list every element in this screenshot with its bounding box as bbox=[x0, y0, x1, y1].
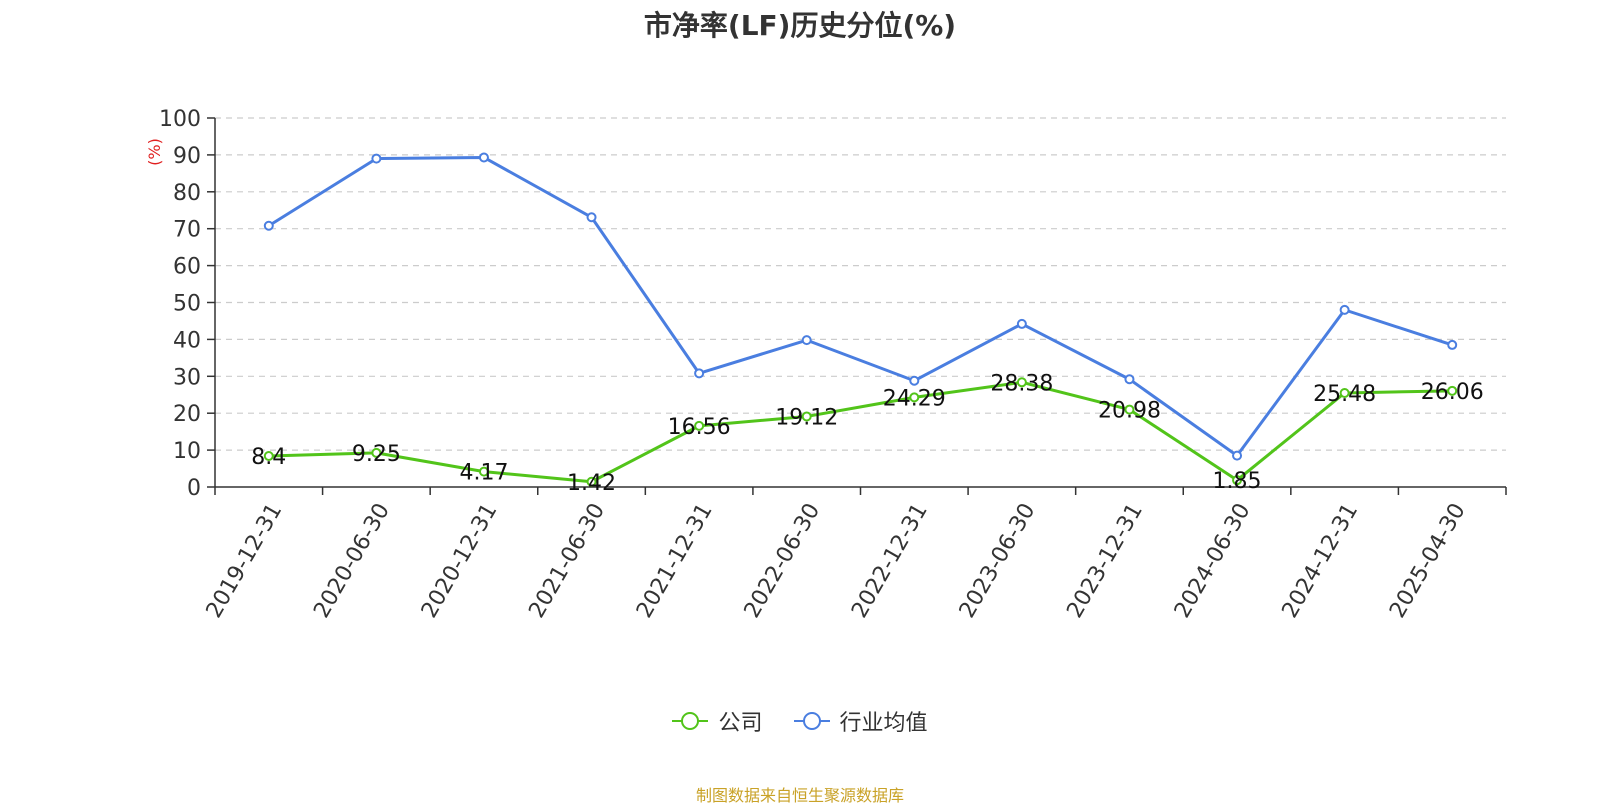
x-tick-label-2023-12-31: 2023-12-31 bbox=[1062, 499, 1148, 622]
point-s0-3 bbox=[586, 476, 597, 487]
data-label-9: 1.85 bbox=[1213, 469, 1262, 494]
y-tick-label-90: 90 bbox=[173, 144, 201, 169]
data-label-4: 16.56 bbox=[668, 415, 731, 440]
legend-item-company[interactable]: 公司 bbox=[672, 705, 763, 737]
point-s1-5 bbox=[801, 335, 812, 346]
legend-industry-line-icon bbox=[793, 712, 830, 730]
point-s0-2 bbox=[478, 466, 489, 477]
y-tick-label-30: 30 bbox=[173, 365, 201, 390]
data-labels: 8.4 9.25 4.17 1.42 16.56 19.12 24.29 28.38 20.98… bbox=[251, 371, 1483, 495]
legend-label-industry-average: 行业均值 bbox=[839, 711, 928, 736]
x-tick-label-2023-06-30: 2023-06-30 bbox=[955, 499, 1041, 622]
x-tick-label-2024-06-30: 2024-06-30 bbox=[1170, 499, 1256, 622]
point-s1-4 bbox=[694, 368, 705, 379]
point-s0-5 bbox=[801, 411, 812, 422]
data-label-1: 9.25 bbox=[352, 442, 401, 467]
point-s0-7 bbox=[1016, 377, 1027, 388]
point-s1-10 bbox=[1339, 304, 1350, 315]
point-s1-1 bbox=[371, 153, 382, 164]
point-s0-0 bbox=[263, 451, 274, 462]
data-label-5: 19.12 bbox=[775, 405, 838, 430]
point-s1-9 bbox=[1232, 450, 1243, 461]
y-tick-label-60: 60 bbox=[173, 255, 201, 280]
x-tick-label-2020-12-31: 2020-12-31 bbox=[417, 499, 503, 622]
y-tick-label-80: 80 bbox=[173, 181, 201, 206]
legend-label-company: 公司 bbox=[718, 711, 763, 736]
point-s1-11 bbox=[1447, 339, 1458, 350]
series-line-1 bbox=[267, 155, 1453, 458]
y-tick-label-100: 100 bbox=[159, 107, 201, 132]
legend-company-line-icon bbox=[672, 712, 709, 730]
point-s0-4 bbox=[694, 420, 705, 431]
x-tick-label-2025-04-30: 2025-04-30 bbox=[1385, 499, 1471, 622]
data-label-6: 24.29 bbox=[883, 386, 946, 411]
point-s1-2 bbox=[478, 152, 489, 163]
y-tick-label-40: 40 bbox=[173, 328, 201, 353]
series-line-0 bbox=[268, 380, 1453, 484]
data-label-3: 1.42 bbox=[567, 471, 616, 496]
point-s1-8 bbox=[1124, 374, 1135, 385]
series bbox=[263, 152, 1458, 487]
point-s0-10 bbox=[1339, 387, 1350, 398]
y-tick-label-50: 50 bbox=[173, 292, 201, 317]
point-s0-8 bbox=[1124, 404, 1135, 415]
y-axis-label: (%) bbox=[145, 138, 164, 166]
data-label-10: 25.48 bbox=[1313, 382, 1376, 407]
data-label-11: 26.06 bbox=[1421, 380, 1484, 405]
data-label-0: 8.4 bbox=[251, 445, 286, 470]
legend-item-industry-average[interactable]: 行业均值 bbox=[793, 705, 928, 737]
x-tick-label-2021-12-31: 2021-12-31 bbox=[632, 499, 718, 622]
data-label-2: 4.17 bbox=[459, 461, 508, 486]
x-tick-label-2021-06-30: 2021-06-30 bbox=[524, 499, 610, 622]
x-tick-label-2022-06-30: 2022-06-30 bbox=[740, 499, 826, 622]
point-s1-6 bbox=[909, 375, 920, 386]
point-s0-9 bbox=[1232, 475, 1243, 486]
chart-title: 市净率(LF)历史分位(%) bbox=[643, 9, 957, 42]
legend: 公司 行业均值 bbox=[0, 705, 1600, 737]
y-tick-label-70: 70 bbox=[173, 218, 201, 243]
y-tick-label-10: 10 bbox=[173, 439, 201, 464]
point-s1-0 bbox=[263, 220, 274, 231]
x-tick-label-2022-12-31: 2022-12-31 bbox=[847, 499, 933, 622]
point-s0-6 bbox=[909, 392, 920, 403]
point-s1-3 bbox=[586, 212, 597, 223]
point-s0-1 bbox=[371, 447, 382, 458]
x-tick-label-2024-12-31: 2024-12-31 bbox=[1278, 499, 1364, 622]
x-tick-label-2020-06-30: 2020-06-30 bbox=[309, 499, 395, 622]
data-label-8: 20.98 bbox=[1098, 399, 1161, 424]
point-s1-7 bbox=[1016, 318, 1027, 329]
data-label-7: 28.38 bbox=[990, 371, 1053, 396]
y-tick-label-20: 20 bbox=[173, 402, 201, 427]
point-s0-11 bbox=[1447, 385, 1458, 396]
source-note: 制图数据来自恒生聚源数据库 bbox=[695, 786, 904, 805]
y-tick-label-0: 0 bbox=[187, 476, 201, 501]
x-tick-label-2019-12-31: 2019-12-31 bbox=[202, 499, 288, 622]
